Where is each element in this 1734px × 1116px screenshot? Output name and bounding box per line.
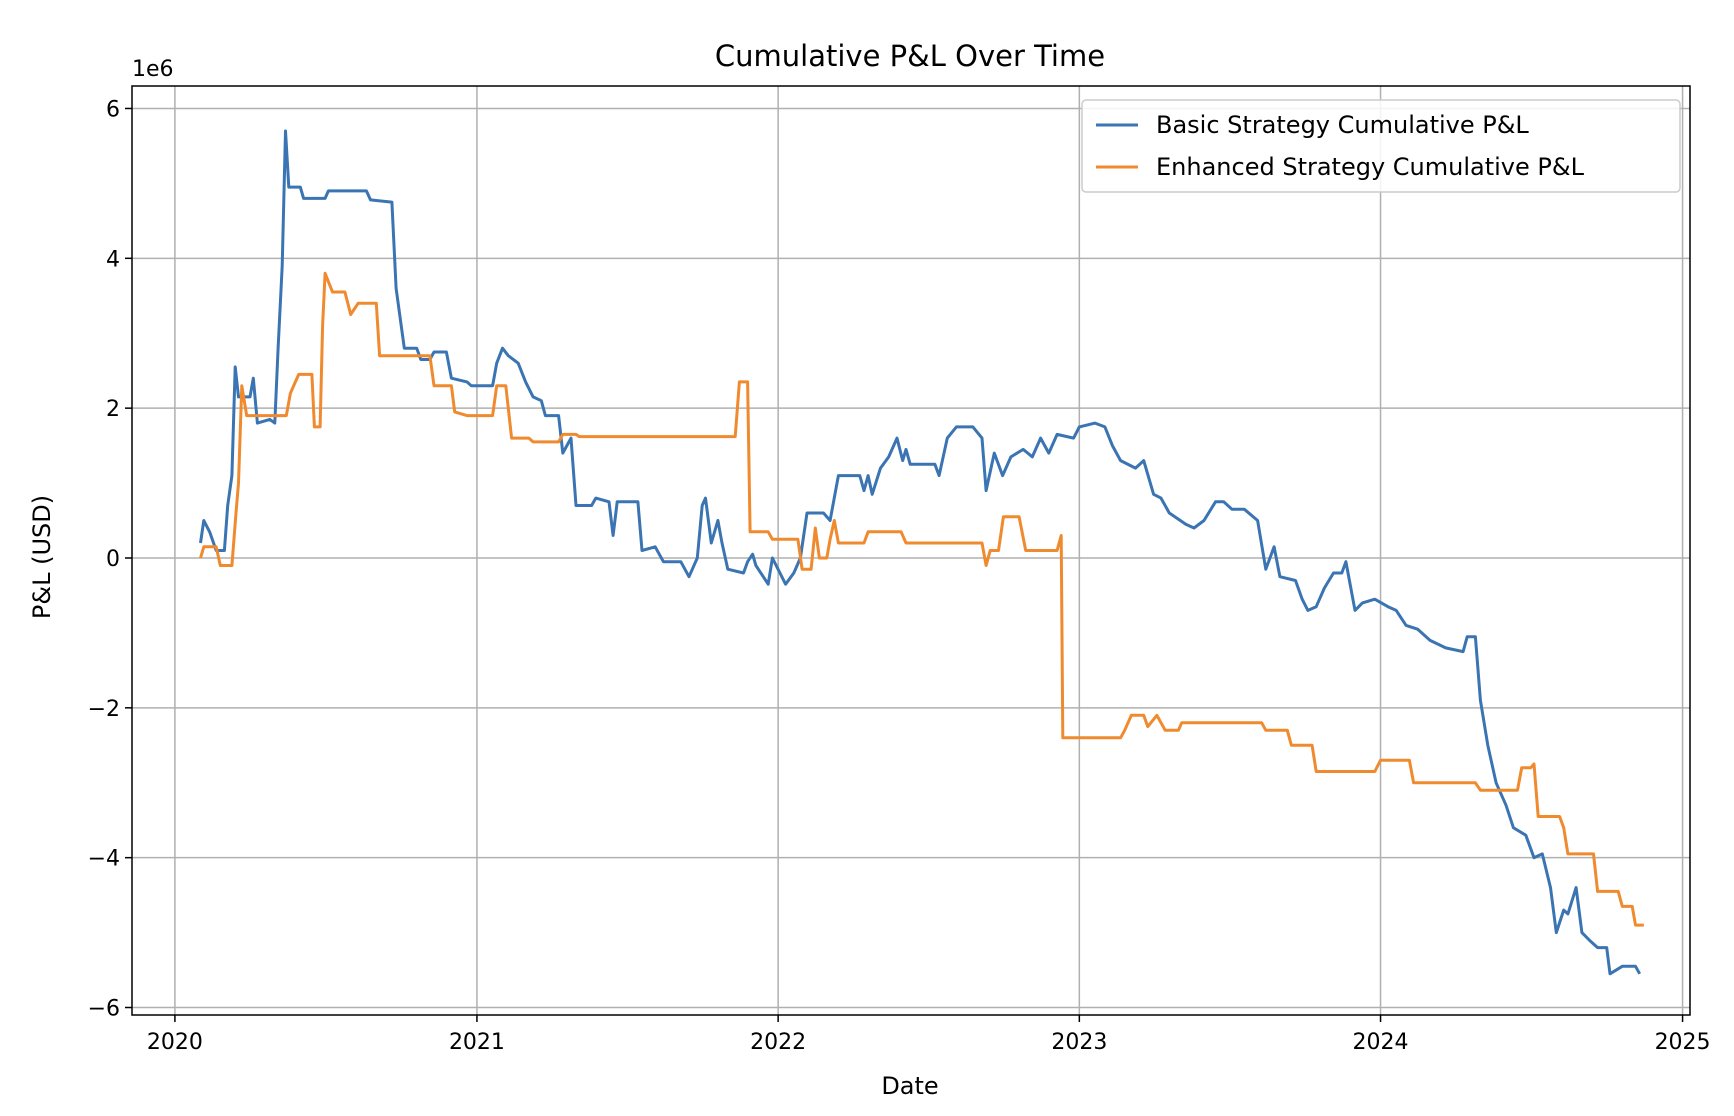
x-tick-label: 2023: [1051, 1030, 1107, 1055]
y-tick-label: 4: [106, 247, 120, 272]
x-tick-label: 2020: [147, 1030, 203, 1055]
legend-label: Enhanced Strategy Cumulative P&L: [1156, 153, 1585, 181]
y-tick-label: −4: [88, 847, 120, 872]
y-tick-label: 2: [106, 397, 120, 422]
legend: Basic Strategy Cumulative P&L Enhanced St…: [1081, 99, 1681, 193]
y-tick-label: 0: [106, 547, 120, 572]
plot-frame: [131, 85, 1691, 1016]
legend-box: [1081, 99, 1681, 193]
x-axis-title: Date: [881, 1072, 938, 1100]
x-tick-label: 2022: [750, 1030, 806, 1055]
y-axis-multiplier: 1e6: [132, 57, 174, 82]
x-tick-label: 2024: [1353, 1030, 1409, 1055]
chart-title: Cumulative P&L Over Time: [715, 39, 1105, 73]
x-tick-label: 2021: [449, 1030, 505, 1055]
x-tick-label: 2025: [1655, 1030, 1711, 1055]
y-tick-label: 6: [106, 97, 120, 122]
enhanced-strategy-line: [199, 271, 1644, 927]
y-tick-label: −6: [88, 997, 120, 1022]
series-layer: [199, 129, 1644, 976]
grid-layer: [132, 86, 1690, 1015]
legend-label: Basic Strategy Cumulative P&L: [1156, 111, 1529, 139]
tick-layer: 2020 2021 2022 2023 2024 2025 −6 −4 −2 0 2 4 6: [88, 97, 1711, 1055]
y-tick-label: −2: [88, 697, 120, 722]
y-axis-title: P&L (USD): [28, 495, 56, 619]
